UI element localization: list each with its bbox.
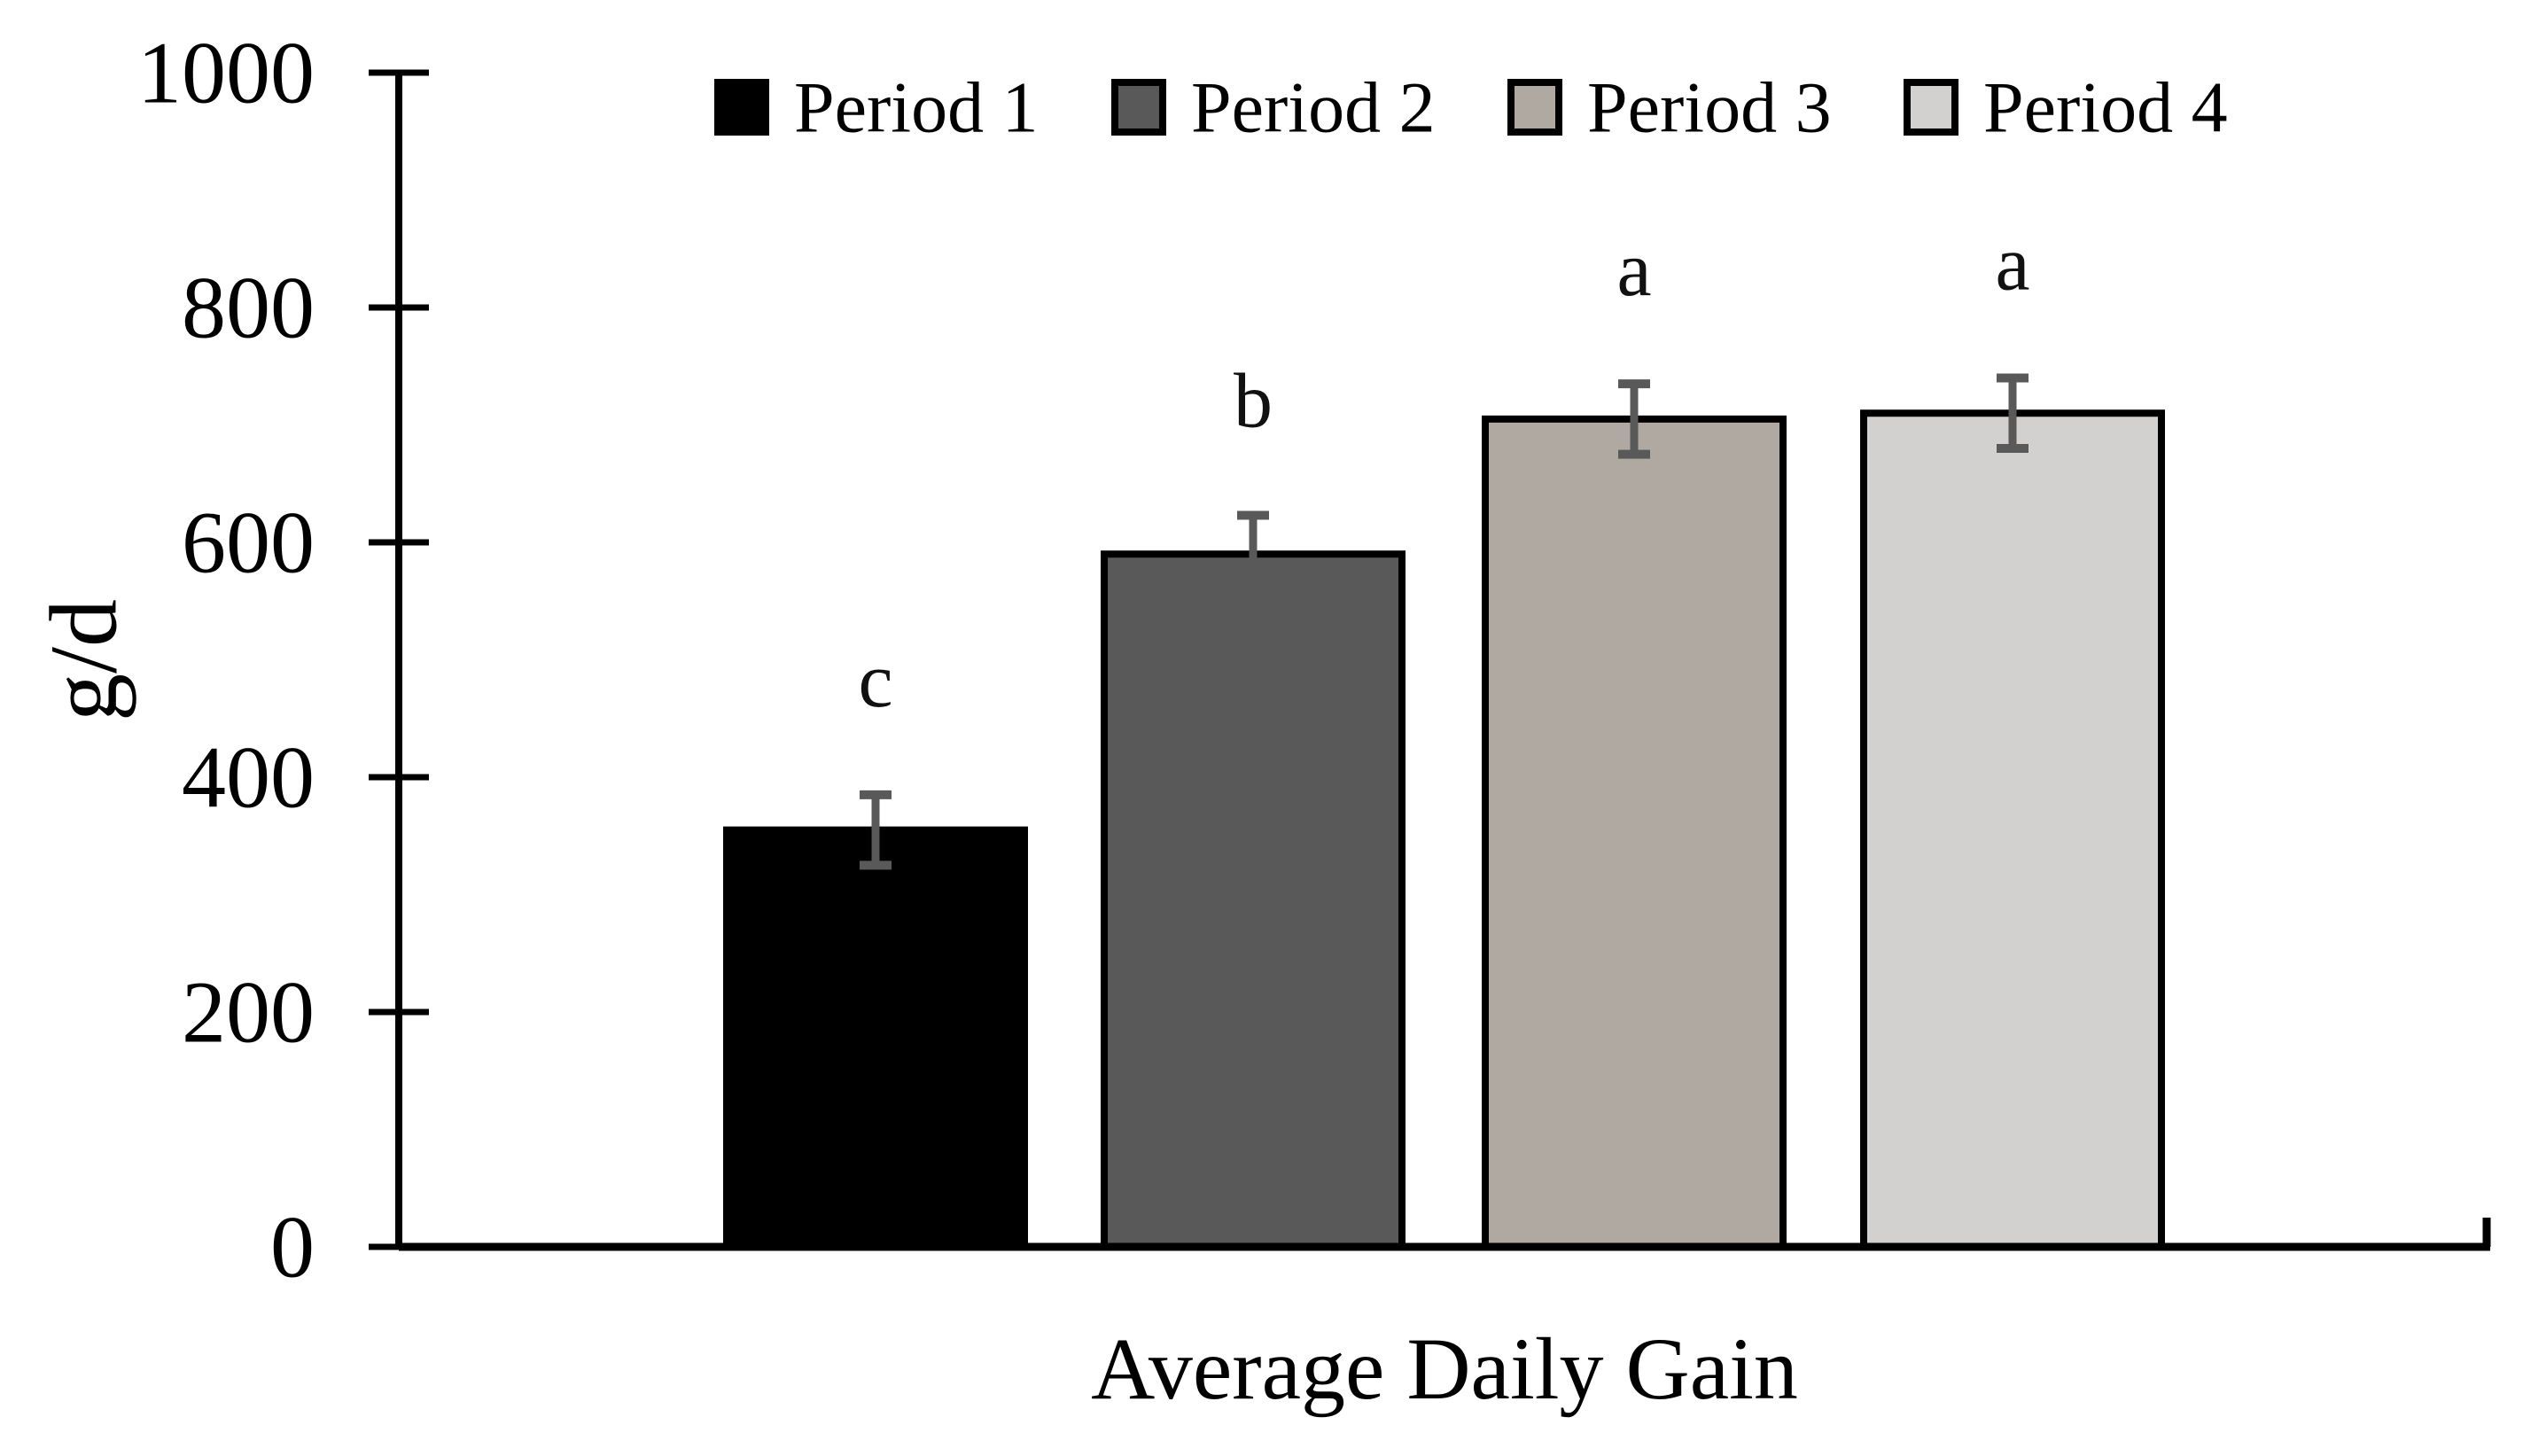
sig-letter: a (1616, 227, 1651, 313)
legend-item-period-3: Period 3 (1507, 67, 1832, 148)
legend-swatch (1904, 79, 1958, 136)
error-bar-period-3 (1618, 379, 1650, 459)
bar-period-1 (723, 826, 1028, 1250)
y-tick-label: 800 (182, 259, 315, 357)
legend-swatch (714, 79, 769, 136)
legend-swatch (1111, 79, 1166, 136)
legend-item-period-1: Period 1 (714, 67, 1039, 148)
sig-letter: a (1995, 222, 2029, 308)
bar-period-2 (1101, 550, 1406, 1250)
significance-letters-layer: c b a a (858, 222, 2029, 724)
y-tick-label: 0 (270, 1198, 315, 1296)
bar-period-4 (1860, 409, 2165, 1250)
legend: Period 1 Period 2 Period 3 Period 4 (714, 67, 2228, 148)
legend-item-period-4: Period 4 (1904, 67, 2228, 148)
error-bar-period-2 (1237, 510, 1269, 597)
legend-swatch (1507, 79, 1562, 136)
error-bars-layer (860, 373, 2029, 870)
legend-item-period-2: Period 2 (1111, 67, 1436, 148)
legend-label: Period 1 (794, 67, 1039, 148)
error-bar-period-1 (860, 790, 892, 870)
y-tick-label: 1000 (137, 24, 315, 122)
legend-label: Period 3 (1587, 67, 1832, 148)
legend-label: Period 4 (1983, 67, 2228, 148)
sig-letter: c (858, 638, 892, 724)
y-tick-label: 200 (182, 963, 315, 1062)
sig-letter: b (1234, 359, 1273, 445)
axes-layer: 0 200 400 600 800 1000 (137, 24, 2491, 1296)
bars-layer (723, 409, 2165, 1250)
bar-period-3 (1482, 415, 1787, 1250)
x-axis-title: Average Daily Gain (1091, 1320, 1798, 1418)
y-axis-title: g/d (32, 599, 137, 721)
error-bar-period-4 (1997, 373, 2029, 453)
y-tick-label: 600 (182, 494, 315, 592)
legend-label: Period 2 (1191, 67, 1436, 148)
y-tick-label: 400 (182, 728, 315, 827)
